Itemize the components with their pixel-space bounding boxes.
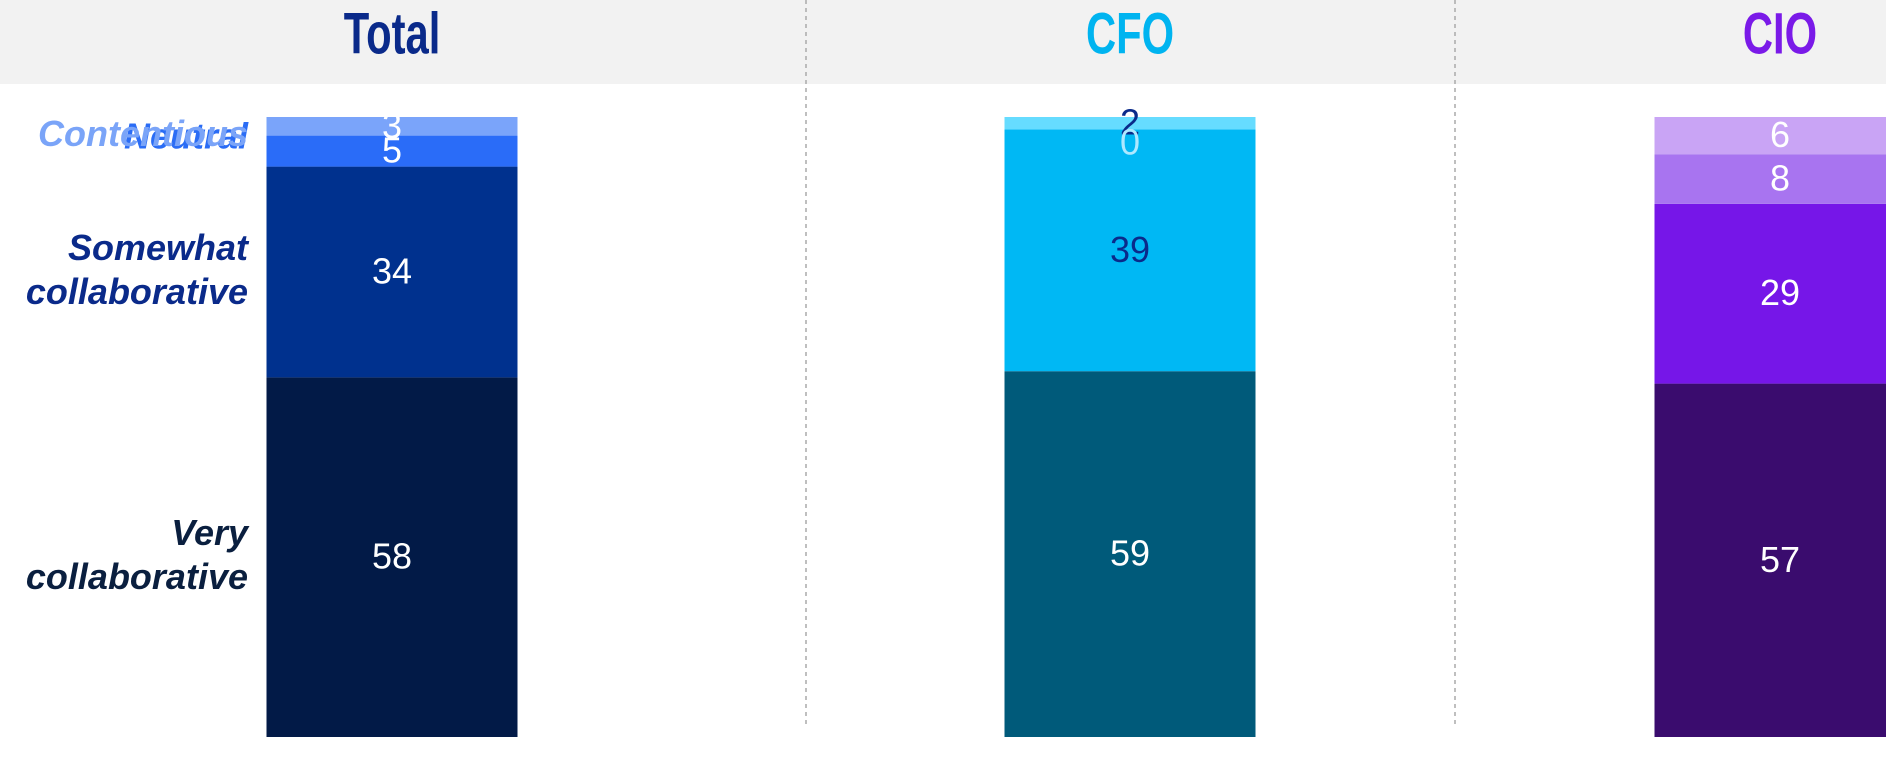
category-title: Total	[344, 1, 441, 66]
series-label: Somewhat collaborative	[26, 227, 250, 312]
value-label: 58	[372, 536, 412, 577]
bar-segment	[1004, 117, 1256, 130]
value-label: 0	[1120, 122, 1140, 163]
value-label: 59	[1110, 533, 1150, 574]
bar-segment	[266, 117, 518, 136]
value-label: 6	[1770, 114, 1790, 155]
value-label: 34	[372, 251, 412, 292]
category-title: CFO	[1086, 1, 1174, 66]
bar-segment	[266, 377, 518, 737]
bar-segment	[1654, 154, 1886, 204]
header-band	[0, 0, 1886, 84]
value-label: 5	[382, 130, 402, 171]
value-label: 57	[1760, 539, 1800, 580]
bar-segment	[1654, 383, 1886, 737]
bar-segment	[266, 166, 518, 378]
value-label: 3	[382, 105, 402, 146]
category-title: CIO	[1743, 1, 1817, 66]
series-label: Neutral	[124, 116, 249, 157]
value-label: 8	[1770, 158, 1790, 199]
value-label: 29	[1760, 272, 1800, 313]
series-label: Contentious	[38, 113, 248, 154]
bar-segment	[1654, 117, 1886, 155]
bar-segment	[1004, 129, 1256, 372]
bar-segment	[266, 135, 518, 167]
bar-segment	[1654, 203, 1886, 384]
series-label: Very collaborative	[26, 512, 250, 597]
value-label: 2	[1120, 102, 1140, 143]
bar-segment	[1004, 371, 1256, 737]
value-label: 39	[1110, 229, 1150, 270]
